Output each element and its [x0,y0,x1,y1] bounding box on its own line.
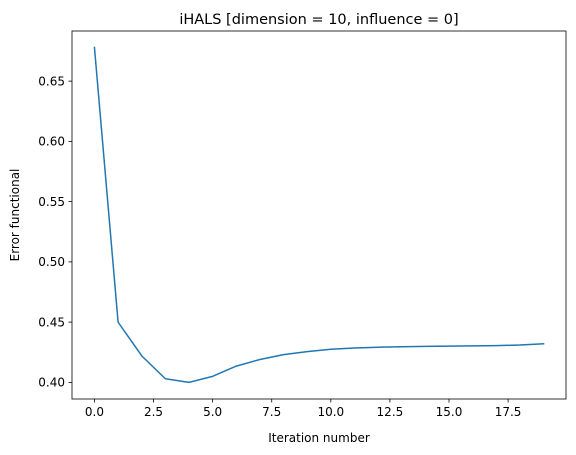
y-axis-label: Error functional [8,169,22,262]
x-tick-label: 10.0 [317,405,344,419]
y-tick-label: 0.50 [38,255,65,269]
y-tick-label: 0.65 [38,74,65,88]
y-tick-label: 0.60 [38,135,65,149]
x-tick-label: 2.5 [144,405,163,419]
x-tick-label: 15.0 [436,405,463,419]
axes-frame [71,30,567,400]
plot-area: 0.0 2.5 5.0 7.5 10.0 12.5 15.0 17.5 0.40 0.45 0.50… [38,30,567,419]
x-tick-label: 0.0 [85,405,104,419]
series-line-0 [93,46,545,384]
x-tick-label: 17.5 [495,405,522,419]
chart-title: iHALS [dimension = 10, influence = 0] [179,12,458,28]
x-tick-label: 7.5 [262,405,281,419]
y-tick-label: 0.55 [38,195,65,209]
x-axis-label: Iteration number [268,431,370,445]
x-tick-label: 12.5 [377,405,404,419]
y-tick-label: 0.45 [38,315,65,329]
y-tick-label: 0.40 [38,376,65,390]
x-tick-label: 5.0 [203,405,222,419]
